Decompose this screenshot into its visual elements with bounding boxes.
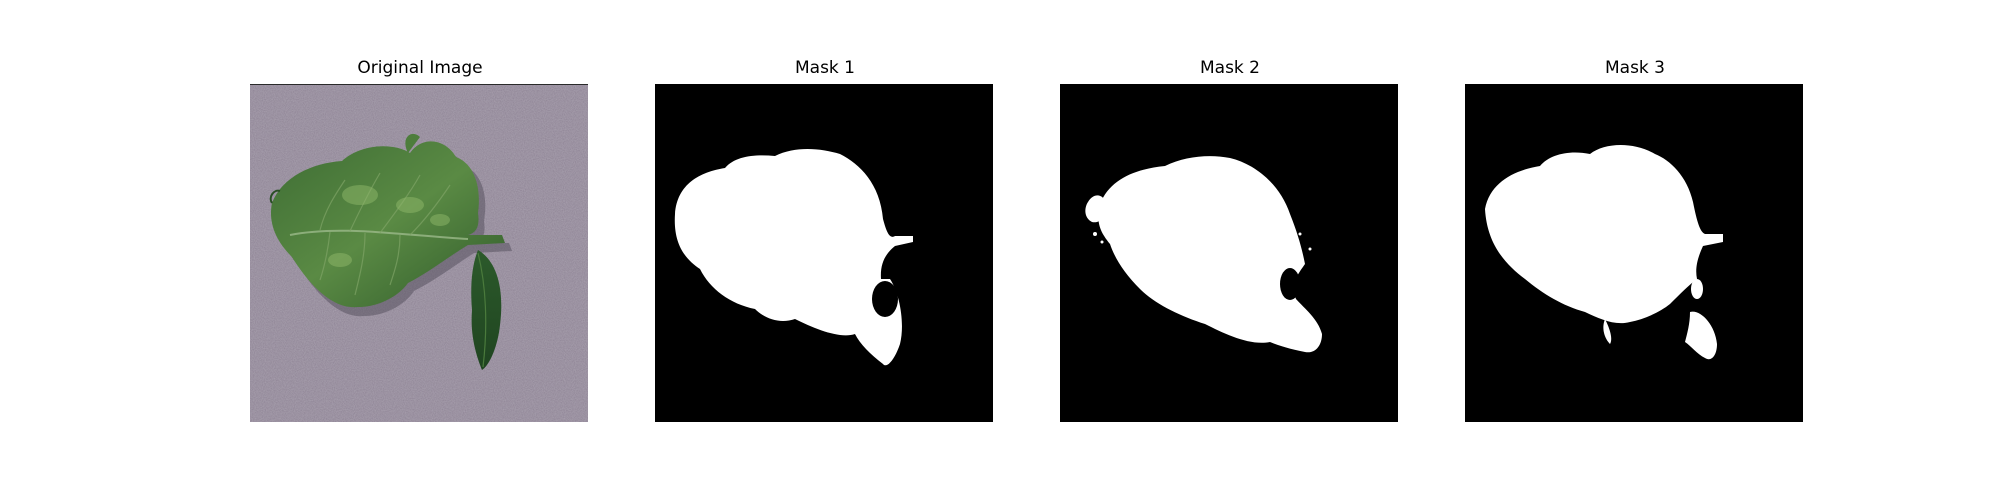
mask-2-hole	[1280, 268, 1300, 300]
panel-original-image: Original Image	[250, 56, 590, 422]
leaf-edge	[269, 189, 281, 204]
panel-mask-2: Mask 2	[1060, 56, 1400, 422]
panel-title: Mask 3	[1604, 58, 1665, 78]
leaf-photo-svg	[250, 85, 588, 422]
mask-3-region	[1485, 145, 1723, 324]
panel-title: Original Image	[357, 58, 483, 78]
original-leaf-photo	[250, 84, 588, 422]
mask-1-svg	[655, 84, 993, 422]
mask-1-image	[655, 84, 993, 422]
mask-1-hole	[872, 281, 898, 317]
leaf-midrib	[289, 229, 469, 240]
mask-3-tip	[1603, 319, 1612, 344]
mask-3-image	[1465, 84, 1803, 422]
mask-3-svg	[1465, 84, 1803, 422]
mask-3-small-blob	[1691, 279, 1703, 299]
leaf-secondary	[471, 250, 502, 370]
mask-1-lower-region	[855, 320, 896, 364]
panel-title: Mask 2	[1199, 58, 1260, 78]
panel-mask-3: Mask 3	[1465, 56, 1805, 422]
mask-3-secondary-region	[1685, 311, 1717, 360]
leaf-secondary-rib	[477, 252, 487, 368]
mask-2-region	[1098, 156, 1322, 353]
panel-title: Mask 1	[794, 58, 855, 78]
mask-2-fragment	[1085, 195, 1107, 223]
leaf-highlights	[328, 185, 450, 267]
mask-2-speckles	[1093, 192, 1312, 251]
mask-1-region	[674, 149, 913, 366]
leaf-lobe	[405, 133, 420, 153]
mask-2-image	[1060, 84, 1398, 422]
panel-mask-1: Mask 1	[655, 56, 995, 422]
leaf-main	[270, 141, 505, 308]
mask-2-svg	[1060, 84, 1398, 422]
